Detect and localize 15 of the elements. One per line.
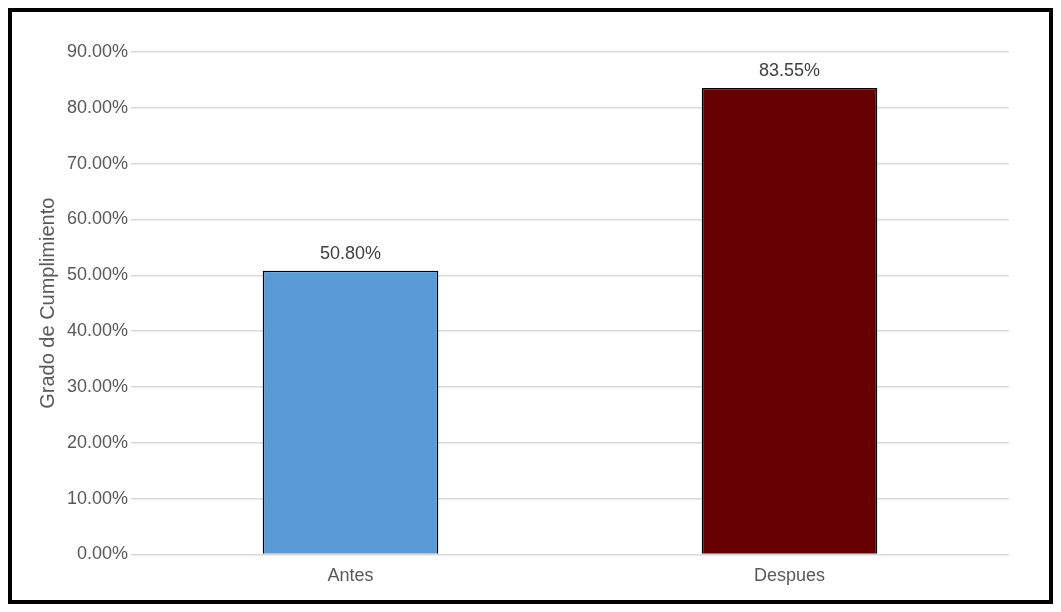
data-label: 50.80% bbox=[320, 242, 382, 263]
y-axis-title: Grado de Cumplimiento bbox=[35, 197, 58, 409]
y-tick-label: 80.00% bbox=[66, 96, 129, 117]
y-tick-label: 90.00% bbox=[66, 40, 129, 61]
y-tick-label: 50.00% bbox=[66, 264, 129, 285]
y-tick-label: 40.00% bbox=[66, 320, 129, 341]
y-tick-label: 70.00% bbox=[66, 152, 129, 173]
y-tick-label: 30.00% bbox=[66, 375, 129, 396]
y-tick-label: 0.00% bbox=[77, 543, 129, 564]
x-tick-label: Despues bbox=[753, 565, 826, 586]
x-tick-label: Antes bbox=[327, 565, 374, 586]
data-label: 83.55% bbox=[758, 59, 821, 80]
y-tick-label: 10.00% bbox=[66, 487, 129, 508]
y-tick-label: 60.00% bbox=[66, 208, 129, 229]
y-tick-label: 20.00% bbox=[66, 431, 129, 452]
